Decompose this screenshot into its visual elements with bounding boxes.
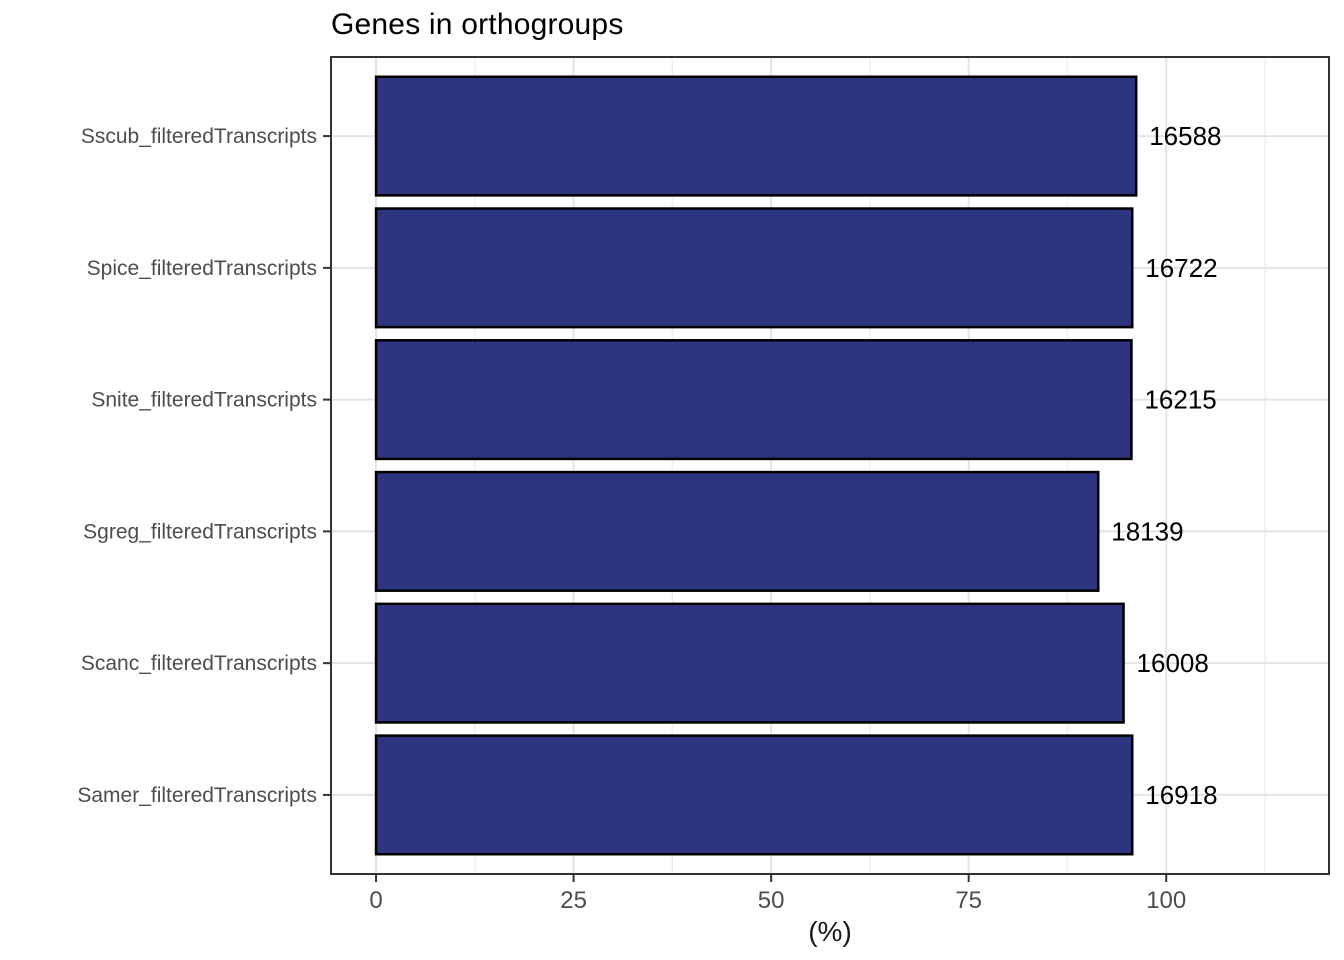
x-tick-label: 25 bbox=[560, 887, 587, 914]
bar bbox=[374, 75, 1138, 197]
x-axis-title: (%) bbox=[808, 916, 852, 947]
bar bbox=[374, 602, 1125, 724]
bar-value-label: 16008 bbox=[1137, 648, 1209, 678]
bar-value-label: 16215 bbox=[1144, 385, 1216, 415]
bar-value-label: 16588 bbox=[1149, 121, 1221, 151]
y-tick-label: Snite_filteredTranscripts bbox=[91, 389, 317, 412]
y-tick-label: Scanc_filteredTranscripts bbox=[81, 652, 317, 675]
panel-border bbox=[330, 56, 1330, 875]
y-tick-label: Sscub_filteredTranscripts bbox=[81, 125, 317, 148]
y-tick-label: Samer_filteredTranscripts bbox=[77, 784, 317, 807]
x-tick-label: 0 bbox=[369, 887, 382, 914]
bar bbox=[374, 734, 1134, 856]
bar bbox=[374, 470, 1100, 592]
y-tick-label: Spice_filteredTranscripts bbox=[87, 257, 317, 280]
chart-title: Genes in orthogroups bbox=[331, 8, 624, 41]
x-tick-label: 50 bbox=[758, 887, 785, 914]
y-tick-label: Sgreg_filteredTranscripts bbox=[83, 520, 317, 543]
bar bbox=[374, 207, 1134, 329]
bar bbox=[374, 339, 1133, 461]
x-tick-label: 100 bbox=[1146, 887, 1186, 914]
bar-value-label: 18139 bbox=[1111, 516, 1183, 546]
bar-value-label: 16722 bbox=[1145, 253, 1217, 283]
bar-value-label: 16918 bbox=[1145, 780, 1217, 810]
x-tick-label: 75 bbox=[955, 887, 982, 914]
